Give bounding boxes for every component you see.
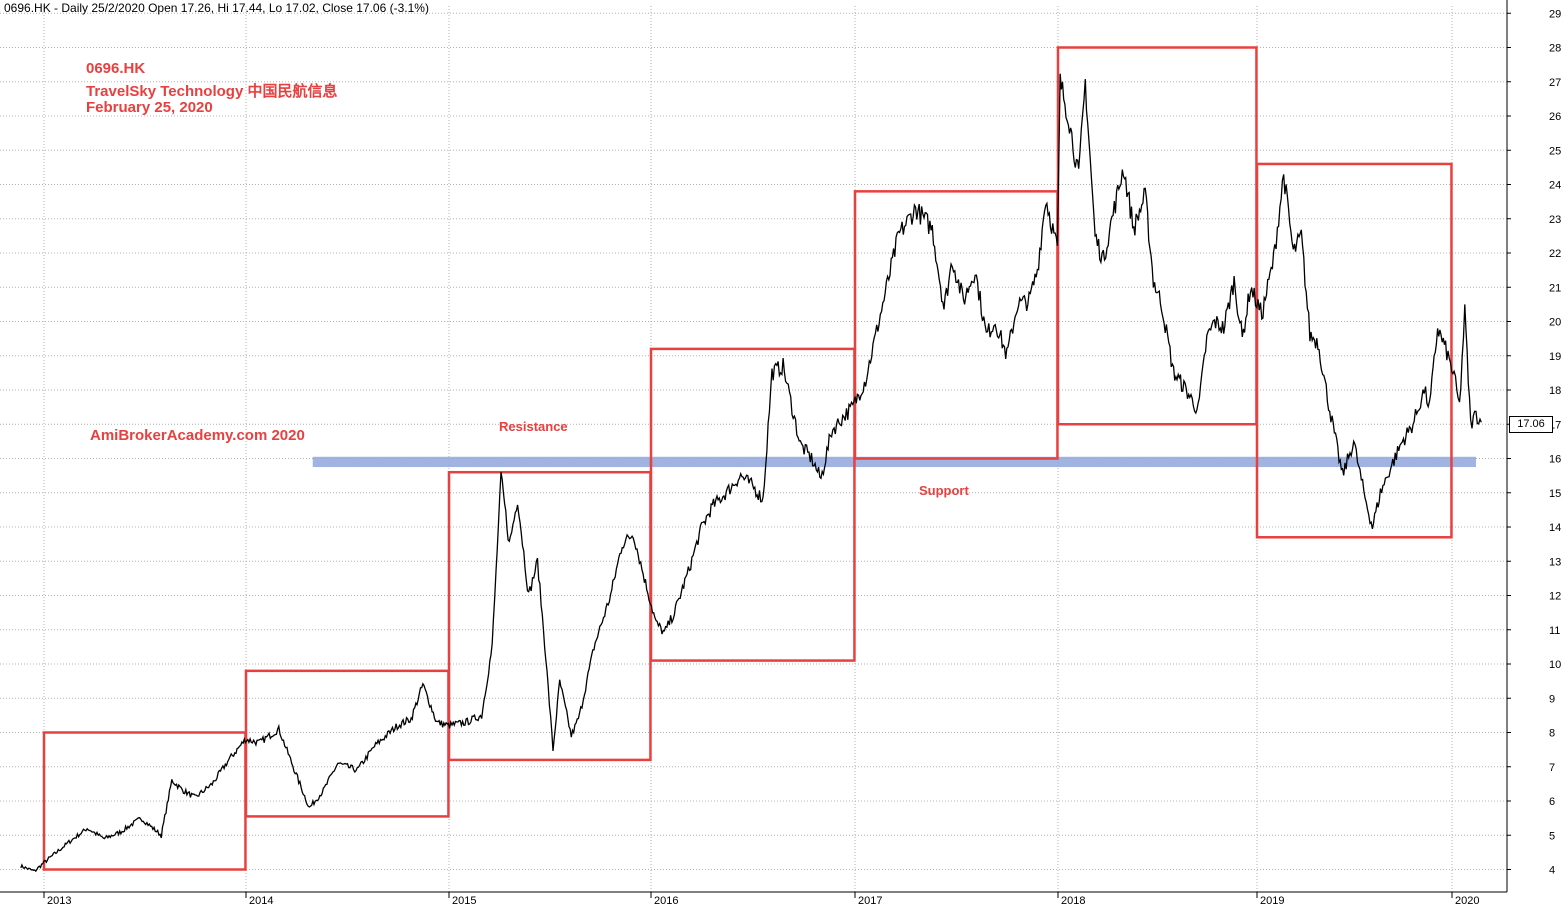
y-tick-label: 8 [1549,728,1555,740]
y-tick-label: 7 [1549,762,1555,774]
y-tick-label: 22 [1549,248,1561,260]
x-tick-label: 2016 [654,895,678,907]
range-box [1056,46,1258,426]
resistance-label: Resistance [499,419,568,434]
y-tick-label: 20 [1549,317,1561,329]
price-series-line [20,73,1482,873]
y-tick-label: 5 [1549,830,1555,842]
x-tick-label: 2015 [452,895,476,907]
range-box [1255,162,1453,539]
y-tick-label: 18 [1549,385,1561,397]
x-tick-label: 2018 [1061,895,1085,907]
chart-header: 0696.HK - Daily 25/2/2020 Open 17.26, Hi… [4,1,429,15]
y-tick-label: 11 [1549,625,1560,637]
date-label: February 25, 2020 [86,99,213,116]
support-label: Support [919,483,969,498]
y-tick-label: 28 [1549,43,1561,55]
y-tick-label: 24 [1549,180,1561,192]
chart-grid [0,6,1507,892]
y-tick-label: 14 [1549,522,1561,534]
x-tick-label: 2020 [1455,895,1479,907]
y-tick-label: 4 [1549,865,1555,877]
company-label: TravelSky Technology 中国民航信息 [86,83,338,100]
support-band [312,456,1476,468]
range-box [244,669,450,818]
y-tick-label: 12 [1549,591,1561,603]
y-tick-label: 15 [1549,488,1561,500]
watermark-label: AmiBrokerAcademy.com 2020 [90,427,305,444]
x-tick-label: 2017 [858,895,882,907]
y-tick-label: 25 [1549,145,1561,157]
y-tick-label: 19 [1549,351,1561,363]
ticker-label: 0696.HK [86,60,146,77]
y-tick-label: 26 [1549,111,1561,123]
y-tick-label: 23 [1549,214,1561,226]
y-tick-label: 29 [1549,8,1561,20]
y-tick-label: 27 [1549,77,1561,89]
y-tick-label: 9 [1549,693,1555,705]
y-tick-label: 6 [1549,796,1555,808]
x-tick-label: 2014 [249,895,273,907]
x-tick-label: 2013 [47,895,71,907]
y-tick-label: 13 [1549,556,1561,568]
y-tick-label: 21 [1549,282,1561,294]
range-box [649,347,856,662]
y-tick-label: 10 [1549,659,1561,671]
last-price-badge: 17.06 [1509,416,1553,433]
x-tick-label: 2019 [1260,895,1284,907]
y-tick-label: 16 [1549,454,1561,466]
range-box [853,190,1059,460]
